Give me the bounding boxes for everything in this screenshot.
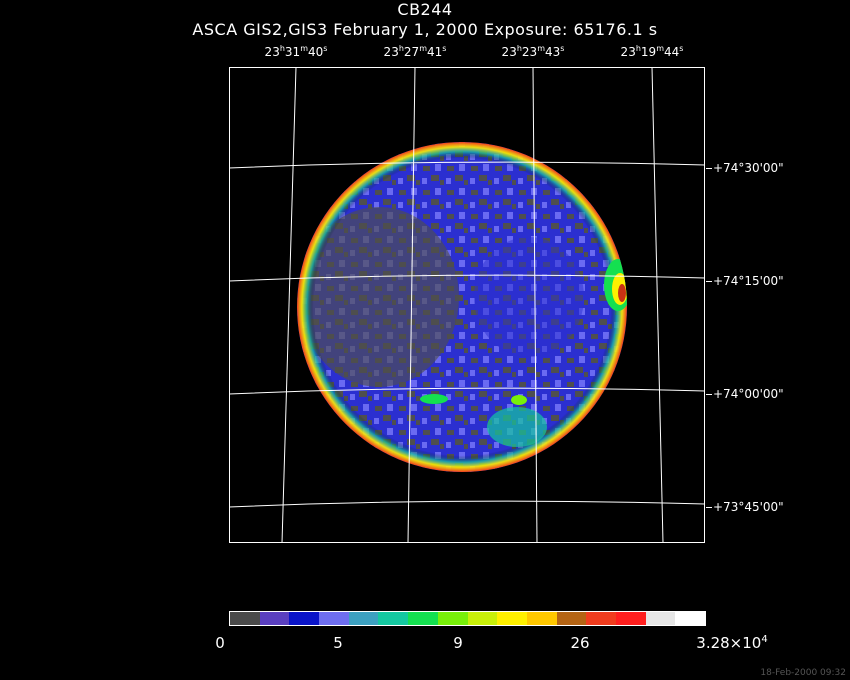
- color-bar: [229, 611, 706, 626]
- ra-label: 23h23m43s: [501, 44, 565, 59]
- colorbar-swatch-12: [586, 612, 616, 625]
- dec-label: +74°15'00": [706, 274, 784, 288]
- xray-image-map: [229, 67, 705, 543]
- colorbar-swatch-14: [645, 612, 676, 625]
- colorbar-label: 3.28×104: [696, 634, 768, 652]
- colorbar-swatch-5: [378, 612, 409, 625]
- dec-label: +74°00'00": [706, 387, 784, 401]
- colorbar-label: 0: [215, 634, 225, 652]
- colorbar-swatch-1: [259, 612, 290, 625]
- colorbar-swatch-9: [497, 612, 527, 625]
- plot-frame: [229, 67, 705, 543]
- colorbar-swatch-15: [675, 612, 705, 625]
- colorbar-label: 26: [570, 634, 590, 652]
- colorbar-swatch-13: [615, 612, 646, 625]
- colorbar-swatch-6: [408, 612, 438, 625]
- colorbar-swatch-4: [348, 612, 379, 625]
- colorbar-swatch-2: [289, 612, 320, 625]
- colorbar-swatch-7: [437, 612, 468, 625]
- ra-label: 23h31m40s: [264, 44, 328, 59]
- timestamp: 18-Feb-2000 09:32: [760, 668, 846, 678]
- colorbar-swatch-11: [556, 612, 587, 625]
- colorbar-swatch-0: [230, 612, 260, 625]
- colorbar-swatch-8: [467, 612, 498, 625]
- image-title: CB244: [397, 0, 453, 19]
- colorbar-swatch-10: [526, 612, 557, 625]
- colorbar-swatch-3: [319, 612, 349, 625]
- ra-label: 23h27m41s: [383, 44, 447, 59]
- image-subtitle: ASCA GIS2,GIS3 February 1, 2000 Exposure…: [192, 20, 658, 39]
- coordinate-grid: [229, 67, 705, 543]
- colorbar-label: 9: [453, 634, 463, 652]
- colorbar-label: 5: [333, 634, 343, 652]
- dec-label: +73°45'00": [706, 500, 784, 514]
- image-disc: [297, 142, 627, 472]
- dec-label: +74°30'00": [706, 161, 784, 175]
- ra-label: 23h19m44s: [620, 44, 684, 59]
